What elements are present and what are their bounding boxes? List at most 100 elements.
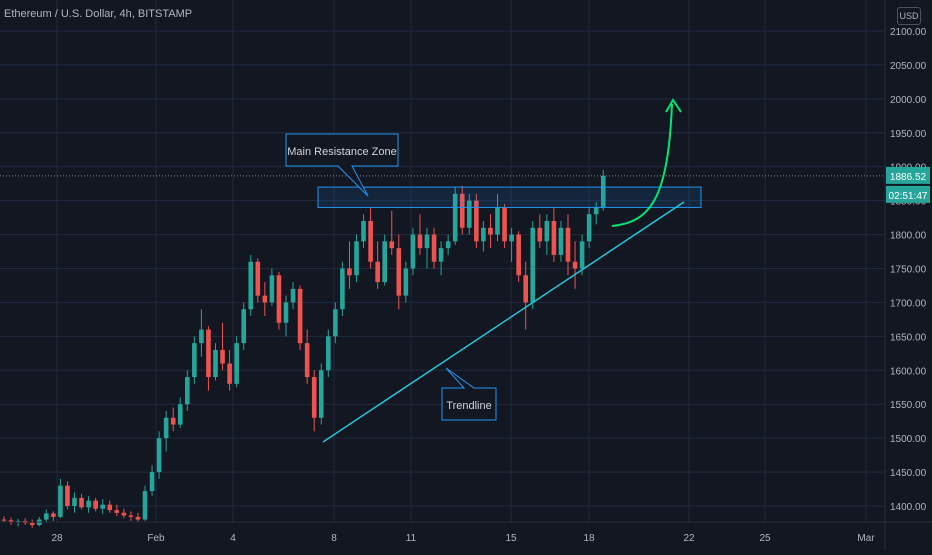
candle-body	[156, 438, 162, 473]
candle-body	[135, 516, 141, 520]
candle-body	[368, 221, 373, 262]
candle-body	[551, 221, 557, 255]
candle-body	[572, 261, 578, 269]
candle-body	[163, 417, 169, 439]
candle-body	[93, 500, 98, 509]
candle-body	[530, 227, 536, 303]
candle-body	[600, 175, 606, 208]
currency-badge[interactable]: USD	[897, 7, 921, 25]
candle-body	[58, 485, 63, 517]
x-tick-label: 11	[406, 533, 417, 544]
candle-body	[544, 221, 550, 242]
candle-body	[199, 329, 204, 344]
countdown-badge-bg	[886, 185, 930, 203]
candle-body	[269, 275, 275, 303]
candle-body	[410, 234, 416, 269]
candle-body	[502, 207, 507, 242]
trendline	[322, 201, 685, 443]
projection-arrowhead	[665, 98, 682, 113]
candle-body	[403, 268, 409, 296]
trendline-callout	[441, 367, 497, 421]
candle-body	[579, 241, 585, 269]
candle-body	[396, 248, 402, 296]
y-tick-label: 2100.00	[890, 27, 927, 38]
y-tick-label: 1550.00	[890, 400, 927, 411]
y-tick-label: 1700.00	[890, 298, 927, 309]
candle-body	[255, 261, 261, 296]
y-tick-label: 1600.00	[890, 366, 927, 377]
x-tick-label: 22	[683, 533, 695, 544]
candle-body	[565, 227, 571, 262]
candle-body	[29, 522, 35, 525]
trendline-label: Trendline	[446, 400, 491, 412]
candle-body	[142, 491, 148, 520]
grid	[0, 0, 885, 522]
candle-body	[297, 288, 303, 344]
candles	[1, 170, 606, 528]
candle-body	[100, 504, 105, 509]
candle-body	[51, 513, 56, 517]
candle-body	[459, 193, 465, 228]
candle-body	[516, 234, 521, 276]
y-tick-label: 1400.00	[890, 502, 927, 513]
candle-body	[170, 417, 176, 425]
candle-body	[558, 227, 564, 255]
candle-body	[445, 241, 451, 249]
x-tick-label: 15	[505, 533, 517, 544]
candle-body	[326, 336, 331, 371]
y-tick-label: 2000.00	[890, 95, 927, 106]
y-tick-label: 1950.00	[890, 129, 927, 140]
candle-body	[121, 512, 127, 516]
candle-body	[241, 309, 246, 344]
candle-body	[340, 268, 345, 310]
x-tick-label: Mar	[857, 533, 875, 544]
x-tick-label: 25	[759, 533, 771, 544]
resistance-label: Main Resistance Zone	[287, 146, 396, 158]
price-badge: 1886.52	[890, 172, 927, 183]
candle-body	[375, 261, 380, 283]
resistance-zone	[317, 186, 702, 208]
candle-body	[290, 288, 296, 303]
candle-body	[213, 349, 218, 378]
projection-arrow	[611, 103, 673, 227]
candle-body	[438, 248, 444, 262]
candle-body	[1, 519, 7, 521]
candle-body	[72, 497, 77, 506]
x-tick-label: 4	[230, 533, 236, 544]
y-tick-label: 1500.00	[890, 434, 927, 445]
candle-body	[206, 329, 211, 378]
y-tick-label: 1450.00	[890, 468, 927, 479]
x-tick-label: 28	[51, 533, 63, 544]
candle-body	[311, 377, 317, 418]
candle-body	[537, 227, 543, 242]
x-tick-label: 18	[583, 533, 595, 544]
candle-body	[234, 343, 239, 384]
drawings: Main Resistance Zone Trendline	[0, 98, 885, 443]
candle-body	[417, 234, 423, 249]
candle-body	[44, 513, 49, 520]
candle-body	[8, 520, 14, 523]
candle-body	[593, 207, 599, 215]
candle-body	[333, 309, 338, 337]
candle-body	[481, 227, 486, 242]
candle-body	[347, 268, 352, 276]
candle-body	[276, 275, 282, 323]
candle-body	[177, 404, 183, 425]
candle-body	[107, 504, 113, 511]
candle-body	[304, 343, 310, 378]
candle-body	[128, 515, 134, 517]
candle-body	[318, 370, 324, 418]
candle-body	[65, 485, 70, 506]
candle-body	[227, 363, 232, 384]
x-tick-label: 8	[331, 533, 337, 544]
candle-body	[86, 500, 91, 508]
candle-body	[509, 234, 514, 242]
candle-body	[452, 193, 458, 242]
countdown-badge: 02:51:47	[889, 191, 928, 202]
candle-body	[185, 377, 190, 405]
x-tick-label: Feb	[147, 533, 165, 544]
chart-title: Ethereum / U.S. Dollar, 4h, BITSTAMP	[4, 8, 193, 20]
